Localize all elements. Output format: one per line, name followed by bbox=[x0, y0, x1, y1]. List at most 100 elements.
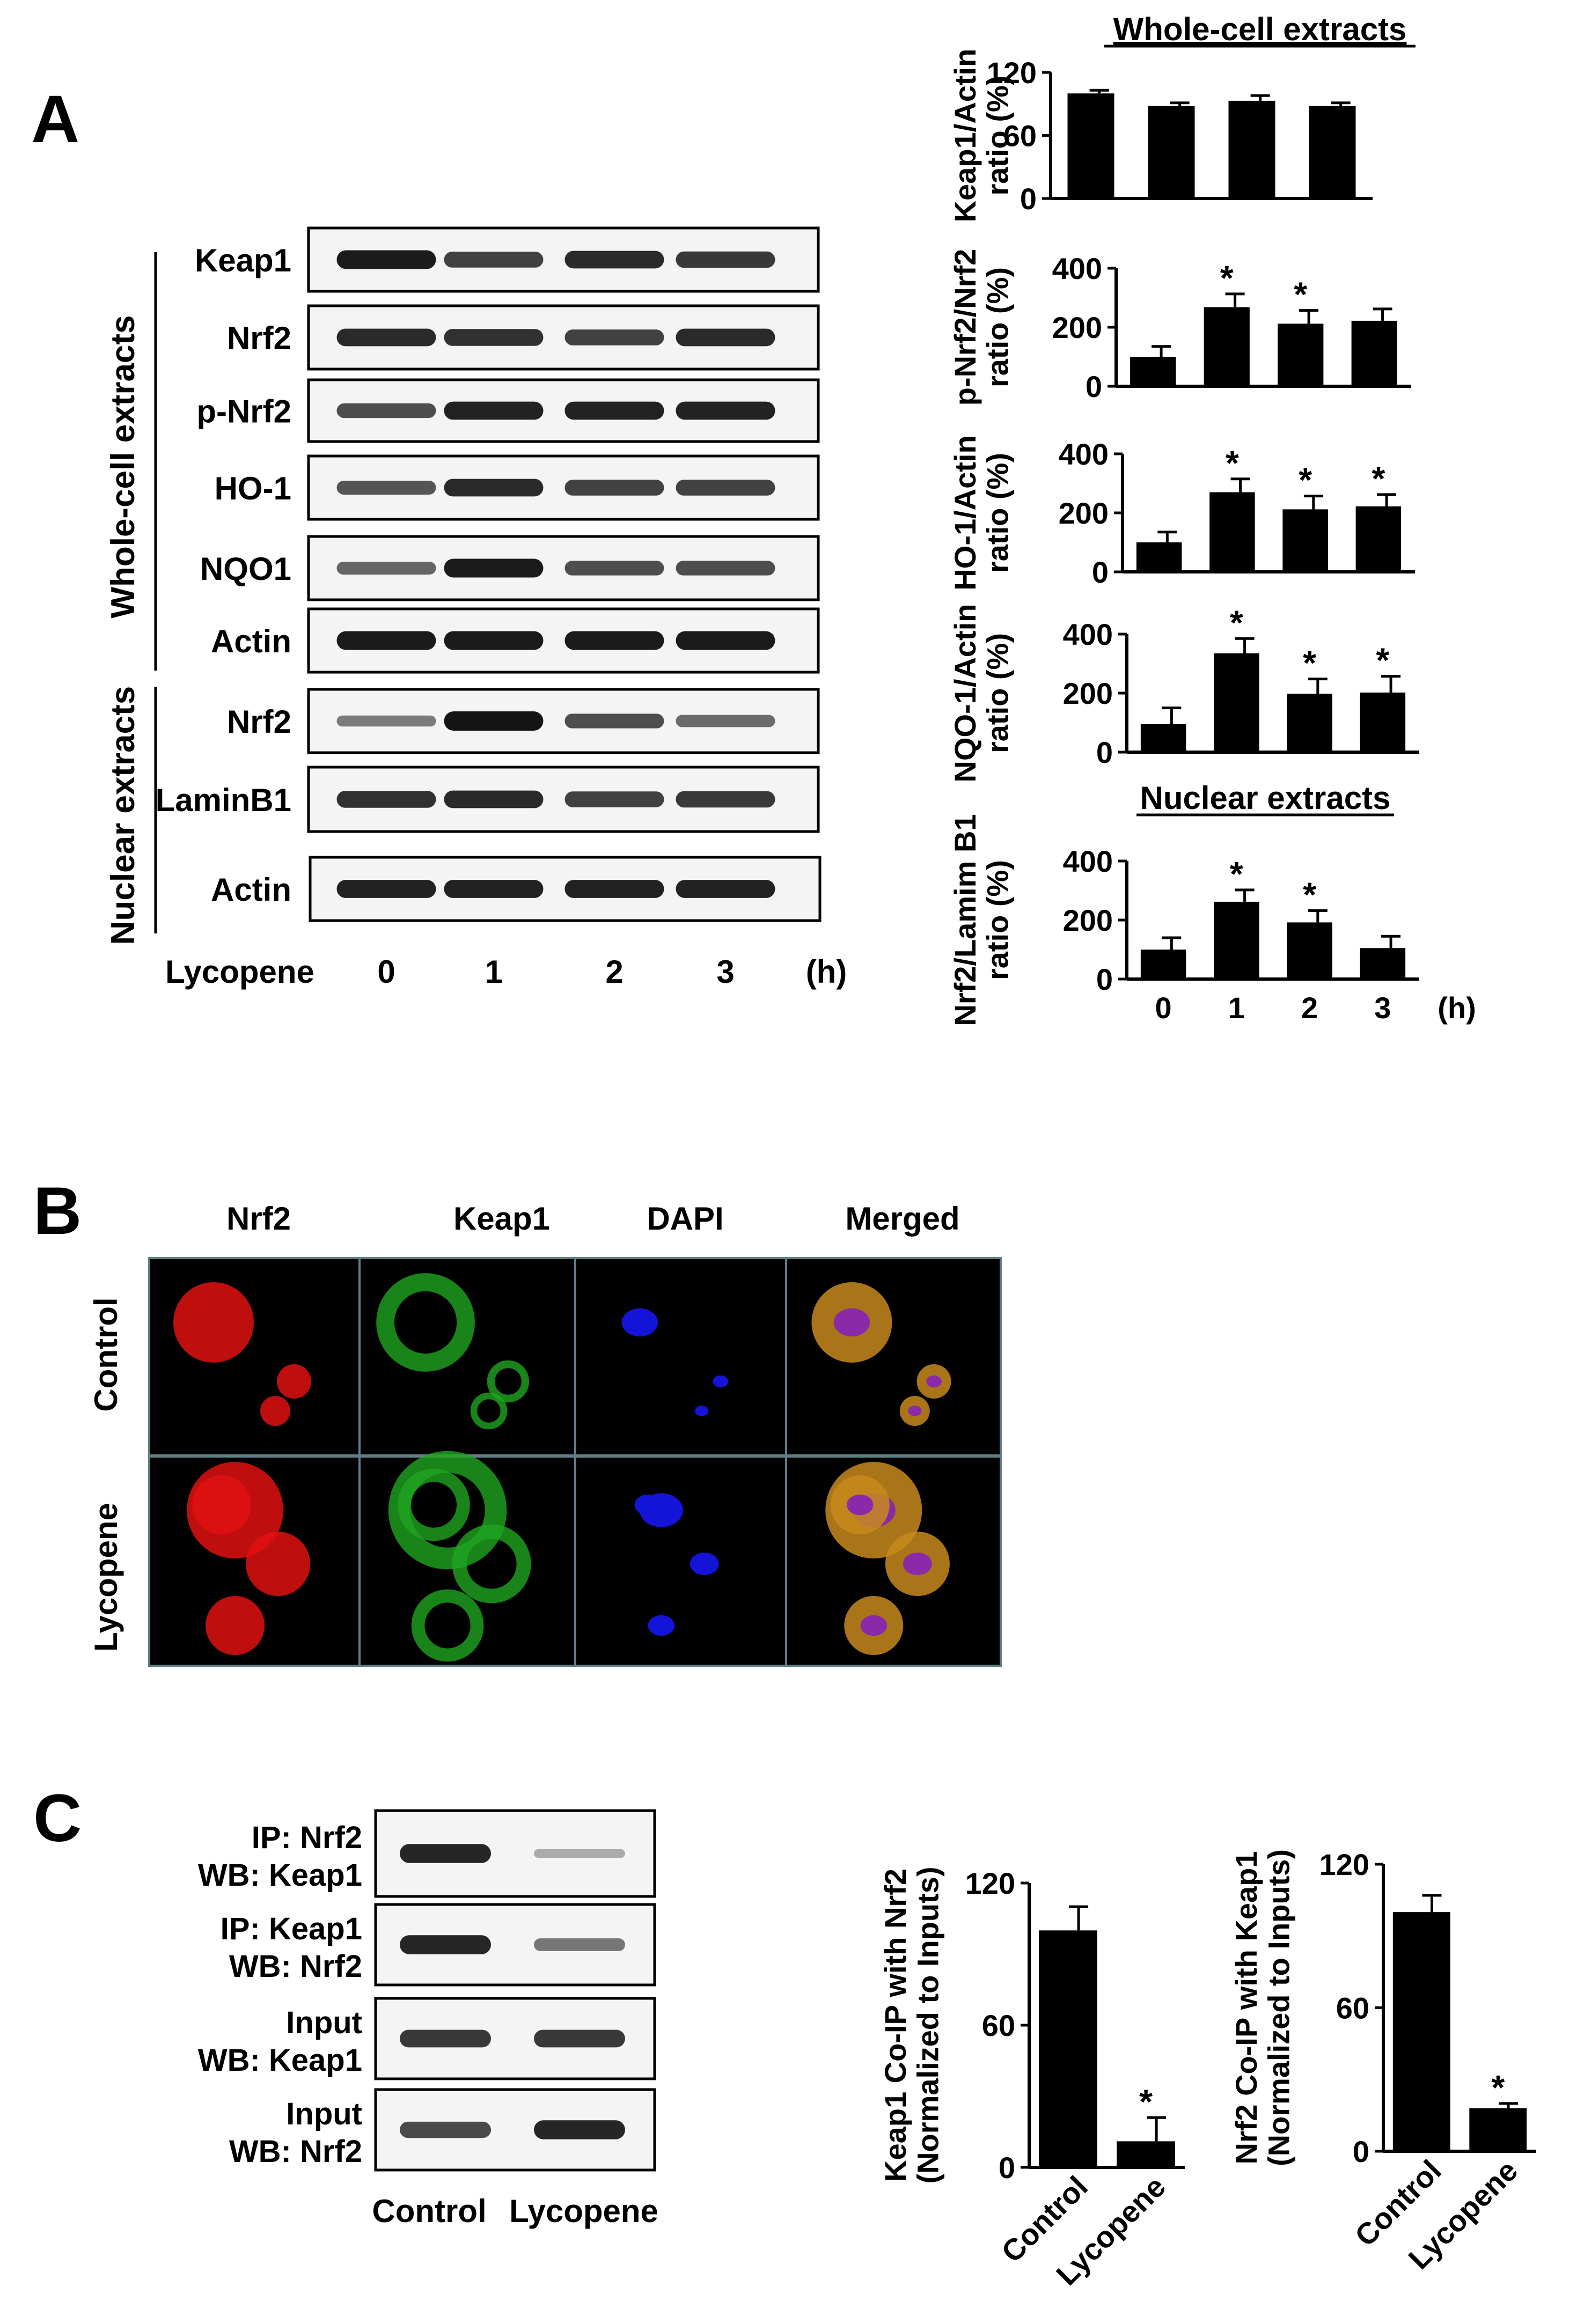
panel-c-letter: C bbox=[33, 1781, 82, 1856]
nrf2-stain bbox=[192, 1475, 251, 1534]
blot-band bbox=[564, 401, 664, 420]
nuclear-group-label: Nuclear extracts bbox=[105, 686, 142, 945]
significance-star: * bbox=[1303, 875, 1316, 914]
y-tick-label: 0 bbox=[1353, 2135, 1369, 2168]
row-label-control: Control bbox=[88, 1297, 124, 1411]
bar bbox=[1214, 901, 1259, 979]
bar bbox=[1309, 106, 1356, 198]
blot-band bbox=[444, 558, 544, 578]
y-axis-label: Nrf2/Lamim B1 bbox=[948, 814, 982, 1026]
keap1-stain bbox=[398, 1468, 470, 1541]
micrograph-frame bbox=[148, 1257, 361, 1457]
blot-band bbox=[400, 2029, 491, 2048]
significance-star: * bbox=[1220, 259, 1234, 297]
y-tick-label: 60 bbox=[982, 2009, 1015, 2042]
y-axis-label: Keap1/Actin bbox=[948, 49, 982, 223]
dapi-nucleus bbox=[648, 1615, 675, 1636]
blot-label-line2: WB: Nrf2 bbox=[229, 1949, 362, 1984]
blot-band bbox=[534, 1849, 625, 1858]
keap1-stain bbox=[411, 1589, 484, 1662]
bar bbox=[1351, 320, 1397, 386]
blot-band bbox=[676, 251, 775, 268]
lane-label-1: 1 bbox=[485, 954, 502, 990]
merged-nucleus bbox=[860, 1615, 888, 1636]
micrograph-frame bbox=[574, 1257, 787, 1457]
blot-label-line1: Input bbox=[286, 2097, 362, 2131]
blot-band bbox=[336, 880, 436, 898]
panel-b-letter: B bbox=[33, 1174, 82, 1248]
dapi-nucleus bbox=[634, 1494, 662, 1516]
nuclear-chart-title: Nuclear extracts bbox=[1140, 780, 1391, 816]
bar bbox=[1360, 948, 1406, 979]
blot-band bbox=[676, 880, 775, 898]
merged-nucleus bbox=[903, 1553, 932, 1575]
blot-band bbox=[444, 401, 544, 420]
merged-nucleus bbox=[926, 1375, 942, 1388]
significance-star: * bbox=[1226, 444, 1239, 482]
x-unit-label: (h) bbox=[1438, 991, 1476, 1025]
keap1-stain bbox=[376, 1273, 475, 1372]
y-tick-label: 200 bbox=[1059, 496, 1109, 530]
blot-band bbox=[676, 791, 775, 808]
blot-label: Nrf2 bbox=[227, 320, 291, 356]
significance-star: * bbox=[1139, 2082, 1153, 2121]
y-tick-label: 400 bbox=[1063, 617, 1113, 651]
x-tick-label: 1 bbox=[1228, 991, 1245, 1025]
y-tick-label: 400 bbox=[1063, 844, 1113, 878]
blot-band bbox=[336, 631, 436, 650]
blot-band bbox=[444, 711, 544, 731]
blot-band bbox=[564, 714, 664, 729]
blot-band bbox=[444, 631, 544, 650]
blot-frame bbox=[374, 1809, 656, 1898]
y-tick-label: 0 bbox=[1096, 736, 1113, 769]
dapi-nucleus bbox=[694, 1406, 709, 1416]
blot-band bbox=[676, 480, 775, 496]
keap1-stain bbox=[452, 1524, 531, 1604]
nrf2-stain bbox=[206, 1596, 265, 1655]
bar bbox=[1360, 692, 1406, 752]
blot-band bbox=[336, 403, 436, 418]
blot-label-line1: IP: Nrf2 bbox=[252, 1820, 362, 1855]
blot-band bbox=[444, 880, 544, 898]
nrf2-stain bbox=[173, 1282, 254, 1363]
y-axis-label: ratio (%) bbox=[980, 267, 1014, 387]
y-axis-label: ratio (%) bbox=[980, 453, 1014, 573]
bar bbox=[1067, 93, 1114, 198]
merged-nucleus bbox=[847, 1494, 874, 1516]
blot-band bbox=[564, 880, 664, 898]
y-tick-label: 0 bbox=[1092, 555, 1109, 589]
micrograph-frame bbox=[785, 1257, 1002, 1457]
nrf2-stain bbox=[277, 1364, 311, 1399]
blot-label: Actin bbox=[211, 872, 291, 908]
blot-band bbox=[534, 1938, 625, 1951]
significance-star: * bbox=[1491, 2068, 1505, 2107]
micrograph-frame bbox=[574, 1455, 787, 1667]
x-tick-label: 3 bbox=[1374, 991, 1391, 1025]
panel-a-letter: A bbox=[31, 82, 79, 157]
blot-band bbox=[564, 329, 664, 345]
blot-band bbox=[564, 480, 664, 496]
bar bbox=[1282, 509, 1328, 572]
y-tick-label: 0 bbox=[999, 2151, 1015, 2185]
y-axis-label: Nrf2 Co-IP with Keap1 bbox=[1229, 1851, 1263, 2165]
blot-band bbox=[534, 2120, 625, 2139]
bar bbox=[1130, 357, 1176, 386]
dapi-nucleus bbox=[690, 1553, 719, 1575]
x-tick-label: 0 bbox=[1155, 991, 1172, 1025]
x-tick-label: 2 bbox=[1301, 991, 1318, 1025]
blot-label: LaminB1 bbox=[156, 782, 291, 818]
blot-band bbox=[676, 328, 775, 347]
y-tick-label: 120 bbox=[987, 56, 1037, 90]
bar bbox=[1117, 2141, 1175, 2167]
significance-star: * bbox=[1230, 855, 1243, 893]
lane-label-3: 3 bbox=[716, 954, 734, 990]
lycopene-row-label: Lycopene bbox=[165, 954, 314, 990]
y-tick-label: 200 bbox=[1063, 903, 1113, 937]
blot-band bbox=[336, 480, 436, 495]
col-label-dapi: DAPI bbox=[647, 1201, 723, 1237]
keap1-stain bbox=[487, 1360, 530, 1403]
blot-band bbox=[564, 791, 664, 807]
row-label-lycopene: Lycopene bbox=[88, 1503, 124, 1652]
blot-band bbox=[400, 1935, 491, 1954]
